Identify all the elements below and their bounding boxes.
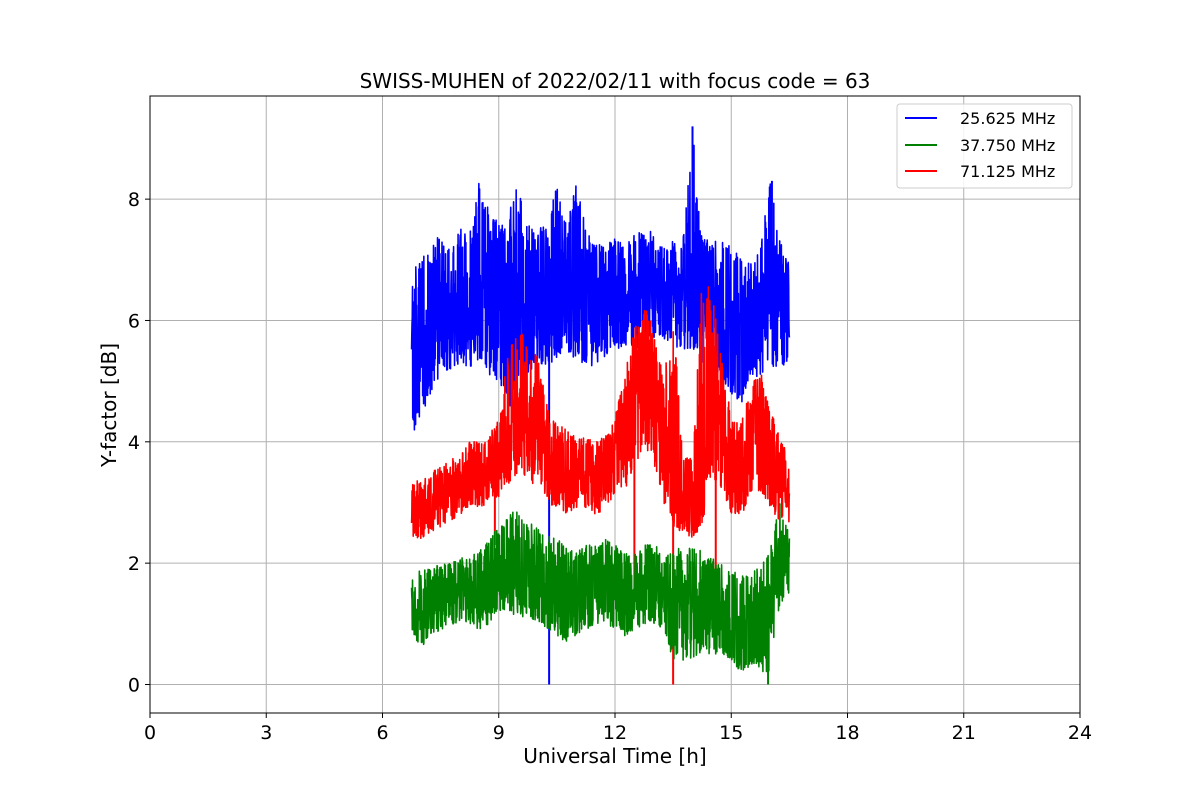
legend-box [896, 103, 1073, 189]
series-layer [410, 126, 791, 685]
y-axis-label: Y-factor [dB] [97, 343, 121, 468]
x-axis: 0 3 6 9 12 15 18 21 24 [144, 713, 1092, 744]
y-axis: 0 2 4 6 8 [128, 189, 150, 696]
series-line-37-750 [410, 503, 791, 673]
series-37-750 [410, 503, 791, 685]
legend-label-71-125: 71.125 MHz [960, 162, 1055, 181]
chart-title: SWISS-MUHEN of 2022/02/11 with focus cod… [360, 69, 871, 93]
y-tick-label: 4 [128, 432, 140, 454]
x-tick-label: 9 [493, 722, 505, 744]
x-tick-label: 24 [1068, 722, 1092, 744]
series-line-71-125 [410, 286, 791, 540]
x-tick-label: 12 [603, 722, 627, 744]
x-tick-label: 6 [376, 722, 388, 744]
x-tick-label: 0 [144, 722, 156, 744]
x-tick-label: 3 [260, 722, 272, 744]
x-tick-label: 21 [952, 722, 976, 744]
series-line-25-625 [410, 144, 791, 431]
x-tick-label: 15 [719, 722, 743, 744]
x-tick-label: 18 [835, 722, 859, 744]
y-tick-label: 2 [128, 553, 140, 575]
legend: 25.625 MHz 37.750 MHz 71.125 MHz [896, 103, 1073, 189]
x-axis-label: Universal Time [h] [523, 744, 706, 768]
y-tick-label: 8 [128, 189, 140, 211]
legend-label-37-750: 37.750 MHz [960, 136, 1055, 155]
legend-label-25-625: 25.625 MHz [960, 109, 1055, 128]
y-tick-label: 6 [128, 310, 140, 332]
y-tick-label: 0 [128, 674, 140, 696]
